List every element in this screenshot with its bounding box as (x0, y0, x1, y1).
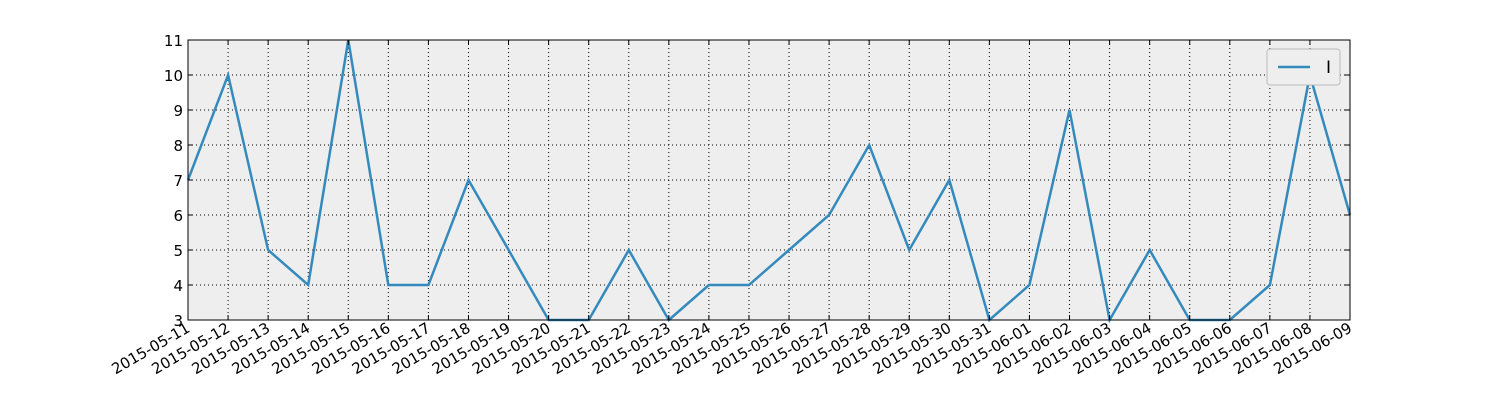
x-tick-labels: 2015-05-112015-05-122015-05-132015-05-14… (108, 319, 1355, 378)
legend-series-label: I (1326, 58, 1331, 78)
legend: I (1266, 48, 1341, 86)
y-tick-label: 3 (173, 312, 183, 330)
tick-marks (187, 39, 1351, 321)
y-tick-labels: 3 4 5 6 7 8 9 10 11 (164, 32, 183, 330)
y-tick-label: 7 (173, 172, 183, 190)
y-tick-label: 8 (173, 137, 183, 155)
series-line-I (186, 39, 1352, 324)
y-tick-label: 9 (173, 102, 183, 120)
y-tick-label: 11 (164, 32, 183, 50)
y-tick-label: 5 (173, 242, 183, 260)
y-tick-label: 4 (173, 277, 183, 295)
series-layer (186, 39, 1352, 324)
y-tick-label: 10 (164, 67, 183, 85)
y-tick-label: 6 (173, 207, 183, 225)
